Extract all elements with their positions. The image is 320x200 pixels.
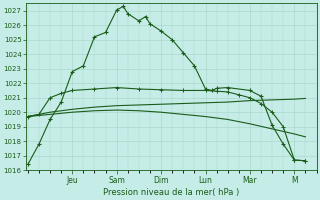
X-axis label: Pression niveau de la mer( hPa ): Pression niveau de la mer( hPa ): [103, 188, 239, 197]
